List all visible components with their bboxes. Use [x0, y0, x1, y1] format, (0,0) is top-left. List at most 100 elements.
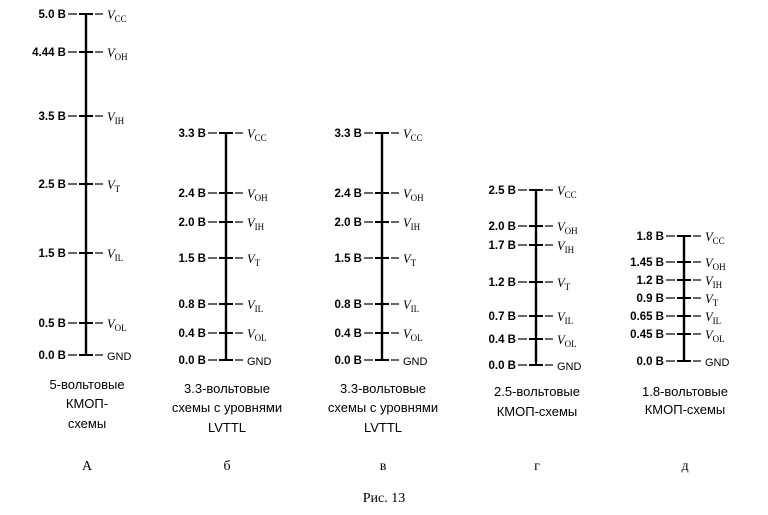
signal-subscript: IL: [255, 304, 264, 314]
level-value: 2.4 В: [179, 188, 207, 200]
signal-label: VCC: [557, 184, 577, 200]
signal-symbol: V: [557, 276, 566, 290]
signal-label: VOL: [247, 327, 267, 343]
signal-subscript: OL: [565, 339, 577, 349]
gnd-label: GND: [107, 351, 132, 363]
column-caption-line: КМОП-: [66, 396, 108, 411]
signal-subscript: OL: [411, 333, 423, 343]
signal-label: VOH: [705, 256, 726, 272]
signal-label: VCC: [247, 127, 267, 143]
signal-label: VIL: [247, 298, 263, 314]
signal-label: VIH: [705, 274, 723, 290]
signal-subscript: CC: [713, 236, 725, 246]
signal-subscript: CC: [565, 190, 577, 200]
column-letter: г: [534, 459, 540, 474]
signal-symbol: V: [247, 216, 256, 230]
signal-symbol: V: [107, 46, 116, 60]
signal-subscript: OH: [713, 262, 726, 272]
figure-caption: Рис. 13: [363, 491, 406, 506]
signal-subscript: T: [411, 258, 417, 268]
signal-label: VOH: [557, 220, 578, 236]
signal-symbol: V: [557, 239, 566, 253]
signal-label: VIL: [403, 298, 419, 314]
level-value: 1.5 В: [39, 248, 67, 260]
column-caption-line: схемы с уровнями: [172, 400, 282, 415]
signal-subscript: IH: [411, 222, 421, 232]
signal-label: VT: [705, 292, 719, 308]
signal-symbol: V: [557, 333, 566, 347]
signal-subscript: T: [255, 258, 261, 268]
level-value: 0.0 В: [489, 360, 517, 372]
column-caption-line: LVTTL: [208, 420, 246, 435]
level-value: 1.7 В: [489, 240, 517, 252]
signal-label: VIL: [557, 310, 573, 326]
column-caption-line: 5-вольтовые: [49, 377, 124, 392]
signal-label: VT: [107, 178, 121, 194]
column-letter: А: [82, 459, 93, 474]
signal-subscript: IL: [565, 316, 574, 326]
signal-subscript: OH: [115, 52, 128, 62]
level-value: 0.4 В: [335, 328, 363, 340]
gnd-label: GND: [557, 361, 582, 373]
level-value: 0.0 В: [637, 356, 665, 368]
column-caption-line: 3.3-вольтовые: [184, 381, 270, 396]
level-value: 0.0 В: [335, 355, 363, 367]
level-value: 5.0 В: [39, 9, 67, 21]
signal-subscript: IH: [255, 222, 265, 232]
level-value: 1.45 В: [630, 257, 664, 269]
gnd-label: GND: [705, 357, 730, 369]
signal-symbol: V: [705, 274, 714, 288]
column-caption-line: схемы с уровнями: [328, 400, 438, 415]
signal-label: VT: [247, 252, 261, 268]
signal-symbol: V: [705, 230, 714, 244]
signal-symbol: V: [557, 220, 566, 234]
level-value: 2.0 В: [335, 217, 363, 229]
column-caption-line: КМОП-схемы: [497, 404, 578, 419]
signal-label: VCC: [107, 8, 127, 24]
signal-subscript: CC: [115, 14, 127, 24]
column-caption-line: LVTTL: [364, 420, 402, 435]
gnd-label: GND: [247, 356, 272, 368]
signal-symbol: V: [247, 252, 256, 266]
level-value: 3.3 В: [179, 128, 207, 140]
signal-symbol: V: [403, 298, 412, 312]
level-value: 0.45 В: [630, 329, 664, 341]
signal-subscript: IL: [115, 253, 124, 263]
signal-symbol: V: [557, 310, 566, 324]
signal-subscript: T: [115, 184, 121, 194]
level-value: 0.0 В: [39, 350, 67, 362]
signal-subscript: OL: [255, 333, 267, 343]
signal-symbol: V: [403, 127, 412, 141]
signal-symbol: V: [107, 110, 116, 124]
signal-subscript: OH: [565, 226, 578, 236]
signal-symbol: V: [107, 8, 116, 22]
signal-symbol: V: [107, 247, 116, 261]
level-value: 2.5 В: [39, 179, 67, 191]
signal-subscript: T: [565, 282, 571, 292]
signal-subscript: OH: [411, 193, 424, 203]
signal-label: VOL: [557, 333, 577, 349]
signal-symbol: V: [705, 328, 714, 342]
level-value: 0.8 В: [335, 299, 363, 311]
column-caption-line: 3.3-вольтовые: [340, 381, 426, 396]
signal-label: VIL: [705, 310, 721, 326]
signal-subscript: IH: [115, 116, 125, 126]
column-letter: д: [681, 459, 688, 474]
level-value: 1.5 В: [335, 253, 363, 265]
column-letter: б: [223, 459, 230, 474]
signal-label: VIH: [247, 216, 265, 232]
signal-symbol: V: [403, 252, 412, 266]
signal-label: VOH: [403, 187, 424, 203]
level-value: 1.2 В: [637, 275, 665, 287]
column-caption-line: 2.5-вольтовые: [494, 384, 580, 399]
signal-symbol: V: [557, 184, 566, 198]
signal-symbol: V: [705, 310, 714, 324]
level-value: 0.4 В: [489, 334, 517, 346]
level-value: 4.44 В: [32, 47, 66, 59]
level-value: 0.0 В: [179, 355, 207, 367]
